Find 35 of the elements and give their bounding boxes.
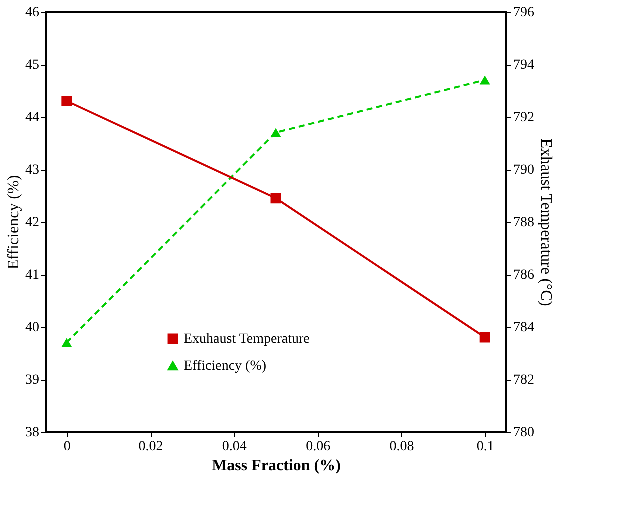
y2-tick-label: 786	[514, 268, 534, 283]
point	[62, 338, 72, 348]
x-axis-title: Mass Fraction (%)	[212, 458, 341, 474]
y2-tick-label: 790	[514, 163, 534, 178]
y2-axis-title: Exhaust Temperature (°C)	[538, 138, 554, 306]
y2-tick-label: 784	[514, 320, 534, 336]
point	[270, 193, 282, 204]
y-tick-label: 43	[26, 163, 40, 178]
y2-tick-label: 782	[514, 373, 534, 388]
y-tick-label: 45	[26, 58, 40, 73]
y-tick-label: 42	[26, 216, 40, 230]
x-tick-label: 0.02	[138, 440, 164, 454]
y-tick-label: 38	[26, 426, 40, 440]
y-tick-label: 41	[26, 268, 40, 283]
y-tick-label: 44	[26, 110, 40, 126]
point	[62, 96, 72, 106]
point	[270, 128, 282, 138]
y2-tick-label: 780	[514, 426, 534, 440]
y-tick-label: 46	[26, 6, 40, 20]
x-tick-label: 0.06	[306, 440, 331, 454]
x-tick-label: 0	[64, 440, 71, 454]
x-tick-label: 0.04	[222, 440, 247, 454]
y-tick-label: 39	[26, 373, 40, 388]
y2-tick-label: 796	[514, 6, 534, 20]
legend-label: Efficiency (%)	[184, 359, 267, 374]
y-tick-label: 40	[26, 320, 40, 336]
legend-label: Exuhaust Temperature	[184, 332, 310, 347]
point	[480, 332, 490, 343]
y2-tick-label: 788	[514, 216, 534, 230]
x-tick-label: 0.1	[476, 440, 494, 454]
x-tick-label: 0.08	[390, 440, 414, 454]
y2-tick-label: 792	[514, 110, 534, 126]
y-axis-title: Efficiency (%)	[6, 175, 22, 270]
point	[480, 76, 490, 85]
y2-tick-label: 794	[514, 58, 534, 73]
